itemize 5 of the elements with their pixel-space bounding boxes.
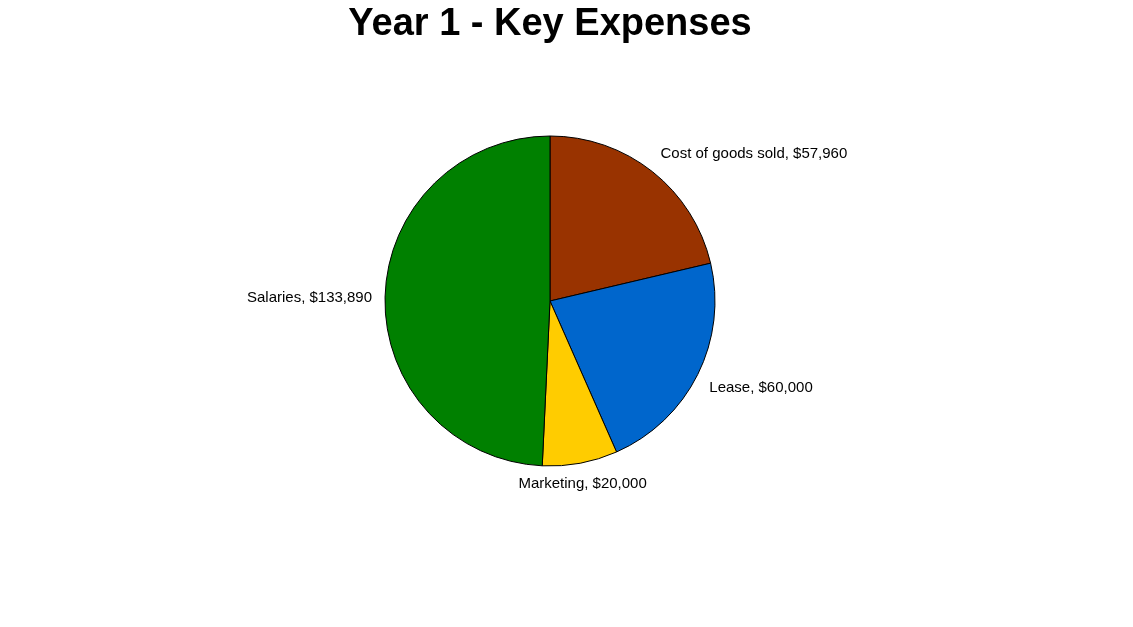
slice-label: Marketing, $20,000 bbox=[518, 473, 647, 491]
slice-label: Salaries, $133,890 bbox=[246, 287, 373, 305]
slice-label: Cost of goods sold, $57,960 bbox=[660, 144, 848, 162]
chart-title: Year 1 - Key Expenses bbox=[348, 1, 752, 43]
slice-label: Lease, $60,000 bbox=[709, 378, 813, 396]
